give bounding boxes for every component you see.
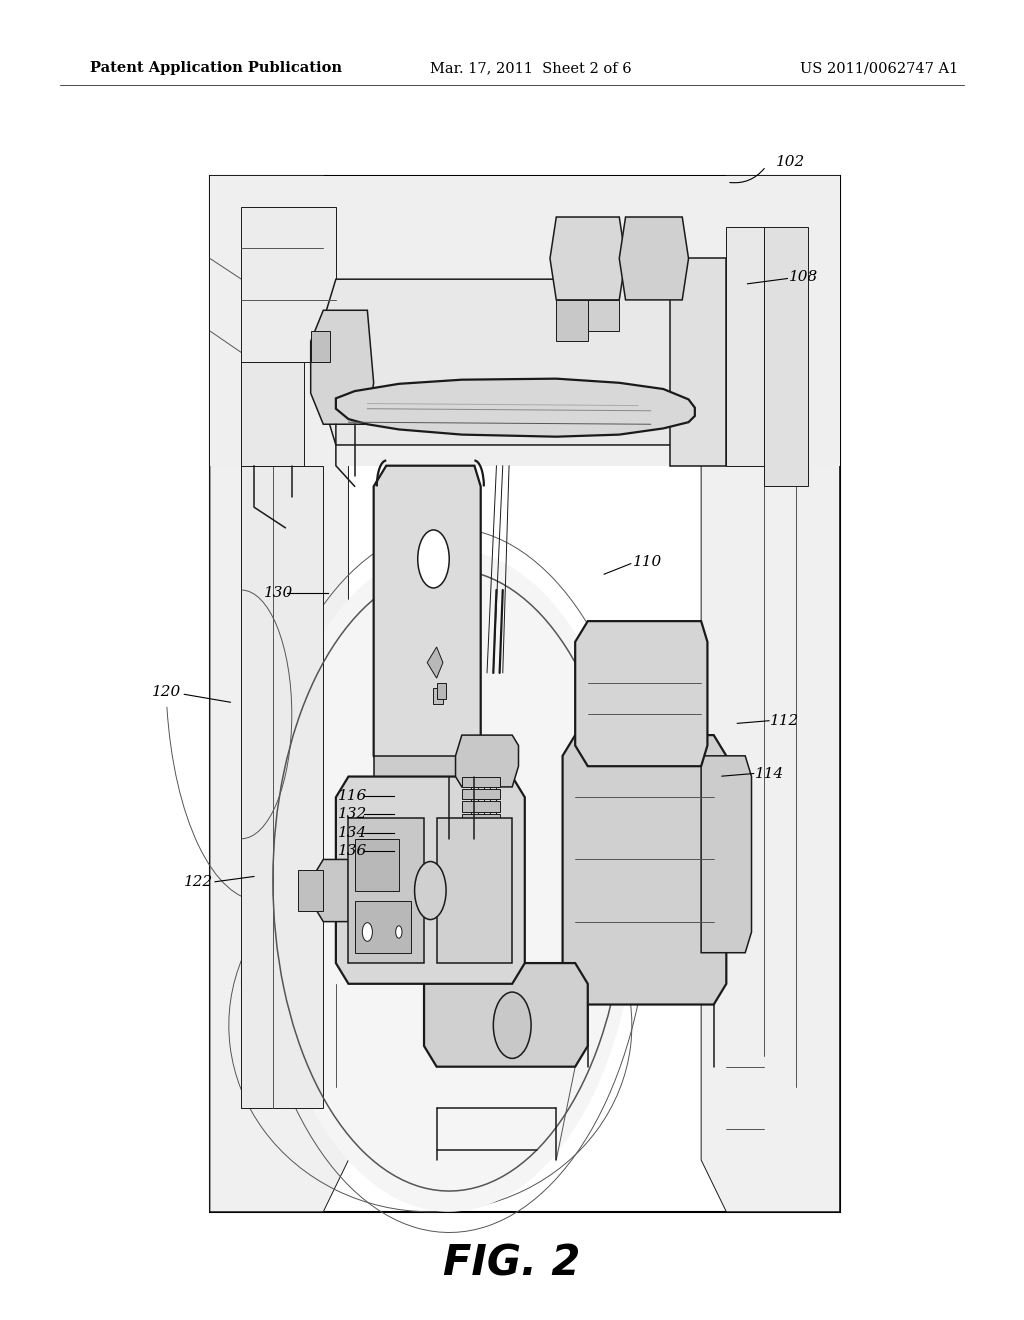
Ellipse shape	[395, 925, 402, 939]
Text: 130: 130	[264, 586, 294, 599]
Polygon shape	[336, 379, 695, 437]
Polygon shape	[354, 838, 398, 891]
Polygon shape	[670, 259, 726, 466]
Polygon shape	[310, 331, 330, 362]
Text: 102: 102	[776, 156, 806, 169]
Polygon shape	[354, 900, 412, 953]
Polygon shape	[462, 801, 500, 812]
Polygon shape	[436, 684, 446, 698]
Ellipse shape	[260, 549, 638, 1212]
Polygon shape	[556, 300, 588, 342]
Polygon shape	[210, 176, 348, 1212]
Polygon shape	[575, 622, 708, 766]
Bar	[210, 176, 840, 1212]
Polygon shape	[462, 776, 500, 787]
Text: 132: 132	[338, 808, 368, 821]
Text: 122: 122	[184, 875, 214, 888]
Polygon shape	[701, 176, 840, 1212]
Ellipse shape	[418, 529, 450, 587]
Polygon shape	[620, 216, 688, 300]
Text: Patent Application Publication: Patent Application Publication	[90, 61, 342, 75]
Polygon shape	[374, 466, 480, 776]
Polygon shape	[433, 689, 443, 704]
Polygon shape	[550, 216, 626, 300]
Polygon shape	[764, 227, 808, 486]
Text: 114: 114	[755, 767, 784, 780]
Polygon shape	[588, 300, 620, 331]
Polygon shape	[310, 859, 348, 921]
Polygon shape	[424, 964, 588, 1067]
Polygon shape	[436, 818, 512, 964]
Text: 112: 112	[770, 714, 800, 727]
Polygon shape	[374, 756, 512, 776]
Ellipse shape	[362, 923, 373, 941]
Text: FIG. 2: FIG. 2	[443, 1242, 581, 1284]
Text: 116: 116	[338, 789, 368, 803]
Polygon shape	[462, 789, 500, 800]
Polygon shape	[427, 647, 443, 678]
Text: 108: 108	[788, 271, 818, 284]
Polygon shape	[726, 227, 764, 466]
Polygon shape	[348, 818, 424, 964]
Polygon shape	[242, 207, 336, 362]
Polygon shape	[701, 756, 752, 953]
Polygon shape	[298, 870, 324, 911]
Polygon shape	[462, 814, 500, 824]
Text: 134: 134	[338, 826, 368, 840]
Polygon shape	[562, 735, 726, 1005]
Polygon shape	[456, 735, 518, 787]
Text: Mar. 17, 2011  Sheet 2 of 6: Mar. 17, 2011 Sheet 2 of 6	[430, 61, 632, 75]
Polygon shape	[324, 279, 714, 445]
Polygon shape	[242, 362, 304, 466]
Text: 120: 120	[152, 685, 181, 698]
Text: 136: 136	[338, 845, 368, 858]
Polygon shape	[210, 176, 840, 466]
Polygon shape	[336, 776, 524, 983]
Polygon shape	[310, 310, 374, 424]
Text: US 2011/0062747 A1: US 2011/0062747 A1	[800, 61, 958, 75]
Polygon shape	[242, 466, 324, 1109]
Ellipse shape	[415, 862, 446, 920]
Text: 110: 110	[633, 556, 663, 569]
Ellipse shape	[494, 993, 531, 1059]
